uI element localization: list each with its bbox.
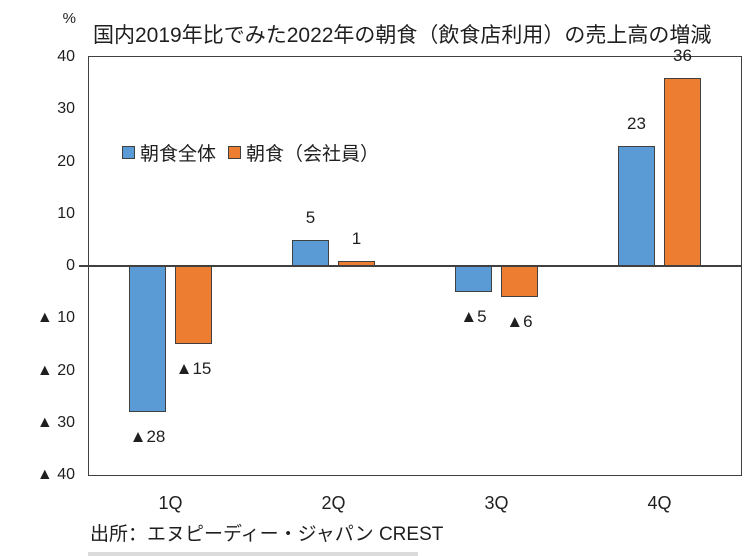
y-axis-tick-label: 10 [57,204,75,222]
y-axis-tick-label: 20 [57,152,75,170]
bar-value-label: 36 [673,45,692,65]
x-axis-tick-label: 2Q [321,493,346,513]
bar [292,239,329,266]
bar [175,266,212,345]
x-axis-tick-label: 3Q [484,493,509,513]
x-axis-tick-label: 1Q [158,493,183,513]
x-axis-tick-label: 4Q [647,493,672,513]
bar [129,266,166,413]
y-axis-unit-label: % [62,10,76,27]
y-axis-tick-label: 0 [66,257,75,274]
y-axis-tick-label: 40 [57,48,75,65]
y-axis-tick-label: ▲ 20 [36,361,75,379]
bar-value-label: 23 [627,113,646,133]
bar-value-label: ▲6 [506,312,533,332]
legend-swatch-icon [122,146,135,159]
y-axis-tick-label: 30 [57,100,75,118]
bar [338,260,375,266]
bar [664,77,701,266]
bar-value-label: 1 [351,228,362,248]
legend-swatch-icon [228,146,242,159]
bar [501,266,538,298]
y-axis: 40 30 20 10 0 ▲ 10 ▲ 20 ▲ 30 ▲ 40 [0,0,75,500]
y-axis-tick-label: ▲ 40 [36,466,75,483]
bar-value-label: 5 [305,207,316,227]
legend-item: 朝食（会社員） [228,139,379,166]
y-axis-tick-label: ▲ 10 [36,309,75,327]
bar-value-label: ▲5 [460,307,487,327]
legend-item: 朝食全体 [122,139,216,166]
cropped-text-sliver [88,552,418,556]
bar [455,266,492,293]
plot-area: 朝食全体 朝食（会社員） ▲28 ▲15 5 1 ▲5 ▲6 23 36 [79,46,742,476]
legend: 朝食全体 朝食（会社員） [122,139,391,166]
source-note: 出所：エヌピーディー・ジャパン CREST [90,524,444,545]
legend-label: 朝食（会社員） [246,144,380,165]
bar-value-label: ▲28 [129,427,166,447]
legend-label: 朝食全体 [140,144,217,165]
bar-value-label: ▲15 [175,359,212,379]
zero-axis-line [79,265,741,267]
y-axis-tick-label: ▲ 30 [36,413,75,431]
chart-title: 国内2019年比でみた2022年の朝食（飲食店利用）の売上高の増減 [93,24,712,47]
bar [618,145,655,266]
x-axis: 1Q 2Q 3Q 4Q [88,493,742,515]
